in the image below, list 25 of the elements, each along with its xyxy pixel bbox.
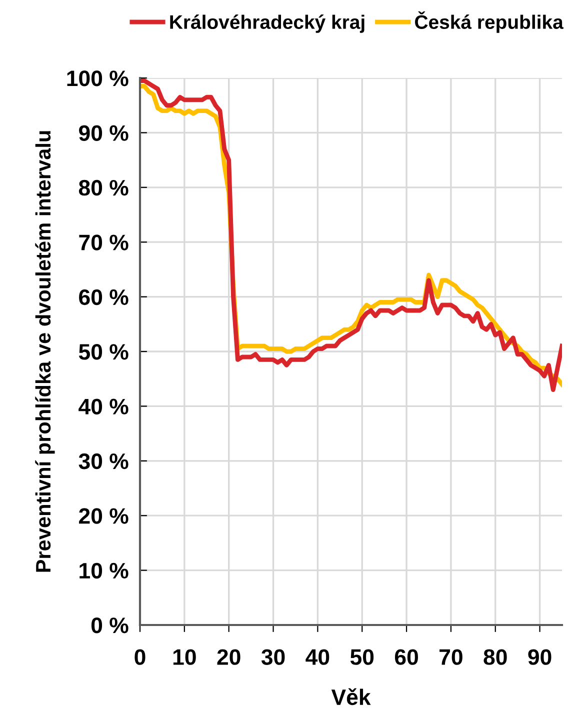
y-axis-title: Preventivní prohlídka ve dvouletém intervalu <box>35 131 55 572</box>
x-tick-label: 50 <box>350 649 374 665</box>
y-tick-label: 30 % <box>78 453 128 470</box>
x-tick-label: 10 <box>173 649 196 665</box>
y-tick-label: 80 % <box>78 180 128 196</box>
x-tick-label: 60 <box>394 649 418 665</box>
y-tick-label: 0 % <box>91 618 128 634</box>
legend-label: Královéhradecký kraj <box>170 14 364 33</box>
legend-label: Česká republika <box>415 11 564 33</box>
x-tick-label: 70 <box>440 649 462 665</box>
y-tick-label: 90 % <box>79 125 128 141</box>
x-tick-label: 20 <box>217 649 240 665</box>
x-tick-label: 0 <box>134 649 146 665</box>
y-tick-label: 60 % <box>79 289 128 306</box>
x-tick-label: 90 <box>528 649 552 665</box>
y-tick-label: 20 % <box>79 508 128 524</box>
x-axis-title: Věk <box>331 688 371 706</box>
x-tick-label: 40 <box>306 649 330 665</box>
y-tick-label: 40 % <box>78 398 128 414</box>
x-tick-label: 30 <box>261 649 285 665</box>
y-tick-label: 100 % <box>67 70 128 86</box>
y-tick-label: 10 % <box>80 562 128 579</box>
x-tick-label: 80 <box>484 649 507 665</box>
y-tick-label: 70 % <box>79 234 128 250</box>
y-tick-label: 50 % <box>78 344 128 360</box>
